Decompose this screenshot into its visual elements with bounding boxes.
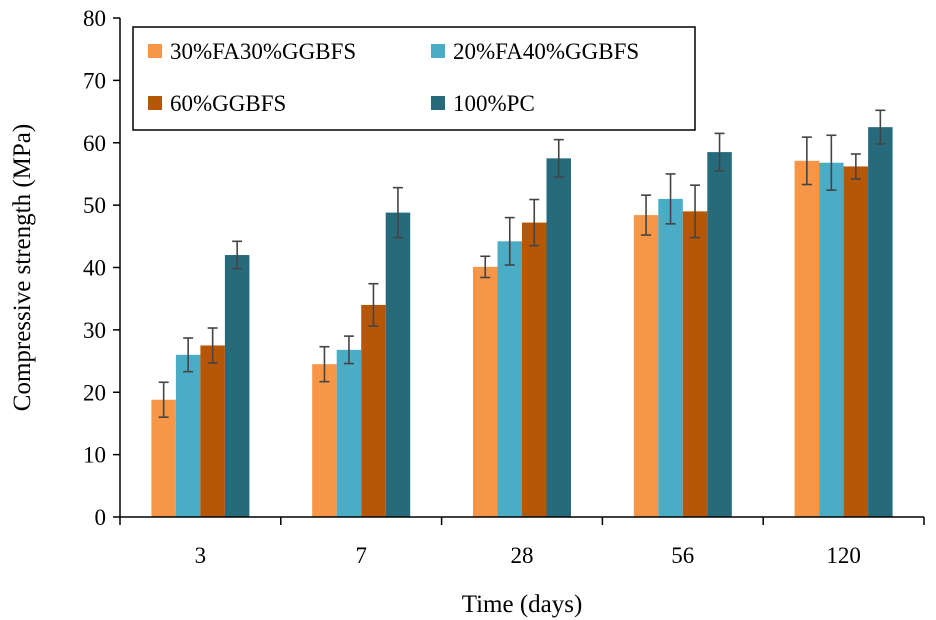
legend-label: 20%FA40%GGBFS — [453, 39, 639, 64]
x-tick-label-28: 28 — [511, 543, 534, 568]
y-tick-label-60: 60 — [83, 131, 106, 156]
error-bars-layer — [158, 109, 886, 419]
bar-100pctpc-day-3 — [224, 255, 250, 517]
bar-60pctggbfs-day-120 — [843, 166, 869, 517]
legend-item-100pctpc: 100%PC — [431, 91, 535, 116]
x-tick-label-56: 56 — [671, 543, 694, 568]
x-tick-label-3: 3 — [195, 543, 207, 568]
y-tick-label-0: 0 — [95, 505, 107, 530]
y-tick-label-70: 70 — [83, 68, 106, 93]
error-bar-20pctfa40pctggbfs-day-7 — [343, 335, 354, 365]
error-bar-60pctggbfs-day-7 — [368, 282, 379, 327]
bar-20pctfa40pctggbfs-day-3 — [175, 354, 201, 517]
legend-item-60pctggbfs: 60%GGBFS — [148, 91, 286, 116]
bar-30pctfa30pctggbfs-day-28 — [473, 266, 498, 517]
error-bar-30pctfa30pctggbfs-day-28 — [480, 255, 491, 279]
error-bar-100pctpc-day-56 — [714, 132, 725, 172]
legend-label: 60%GGBFS — [170, 91, 286, 116]
error-bar-100pctpc-day-3 — [232, 240, 243, 270]
bar-30pctfa30pctggbfs-day-120 — [794, 160, 820, 517]
error-bar-60pctggbfs-day-28 — [529, 198, 540, 247]
y-axis-title: Compressive strength (MPa) — [9, 124, 36, 411]
legend-label: 100%PC — [453, 91, 535, 116]
bar-60pctggbfs-day-3 — [200, 345, 225, 517]
y-tick-label-20: 20 — [83, 380, 106, 405]
x-axis-title: Time (days) — [462, 591, 583, 618]
legend-swatch — [148, 44, 162, 58]
error-bar-100pctpc-day-120 — [875, 109, 886, 145]
y-tick-label-80: 80 — [83, 6, 106, 31]
bar-20pctfa40pctggbfs-day-7 — [336, 349, 362, 517]
axes-layer — [113, 17, 925, 525]
bar-60pctggbfs-day-28 — [522, 222, 547, 517]
bar-30pctfa30pctggbfs-day-7 — [312, 364, 337, 517]
x-tick-label-7: 7 — [355, 543, 367, 568]
error-bar-20pctfa40pctggbfs-day-56 — [665, 173, 676, 225]
bar-20pctfa40pctggbfs-day-56 — [658, 198, 683, 517]
bar-100pctpc-day-56 — [707, 152, 732, 517]
legend-item-20pctfa40pctggbfs: 20%FA40%GGBFS — [431, 39, 639, 64]
bar-30pctfa30pctggbfs-day-56 — [633, 215, 659, 518]
error-bar-60pctggbfs-day-3 — [207, 327, 218, 364]
bar-100pctpc-day-120 — [868, 127, 893, 517]
x-tick-label-120: 120 — [826, 543, 861, 568]
error-bar-20pctfa40pctggbfs-day-120 — [826, 134, 837, 191]
y-tick-label-50: 50 — [83, 193, 106, 218]
error-bar-100pctpc-day-28 — [553, 138, 564, 178]
bar-20pctfa40pctggbfs-day-120 — [819, 162, 844, 517]
error-bar-30pctfa30pctggbfs-day-56 — [641, 194, 652, 236]
error-bar-20pctfa40pctggbfs-day-28 — [504, 216, 515, 266]
bars-layer — [151, 127, 893, 518]
tick-labels-layer: 0 10 20 30 40 50 60 70 80 3 7 28 56 120 — [83, 6, 861, 568]
legend-swatch — [431, 96, 445, 110]
error-bar-20pctfa40pctggbfs-day-3 — [183, 337, 194, 373]
legend-label: 30%FA30%GGBFS — [170, 39, 356, 64]
legend-item-30pctfa30pctggbfs: 30%FA30%GGBFS — [148, 39, 356, 64]
bar-30pctfa30pctggbfs-day-3 — [151, 399, 176, 517]
y-tick-label-30: 30 — [83, 318, 106, 343]
error-bar-30pctfa30pctggbfs-day-120 — [801, 136, 812, 186]
y-tick-label-40: 40 — [83, 256, 106, 281]
error-bar-100pctpc-day-7 — [392, 186, 403, 239]
legend: 30%FA30%GGBFS 20%FA40%GGBFS 60%GGBFS 100%PC — [132, 26, 696, 131]
error-bar-60pctggbfs-day-56 — [690, 184, 701, 239]
legend-box — [132, 26, 696, 131]
bar-60pctggbfs-day-7 — [361, 304, 386, 517]
legend-swatch — [431, 44, 445, 58]
bar-20pctfa40pctggbfs-day-28 — [497, 241, 522, 518]
bar-100pctpc-day-28 — [546, 158, 571, 517]
legend-swatch — [148, 96, 162, 110]
error-bar-60pctggbfs-day-120 — [850, 153, 861, 180]
bar-60pctggbfs-day-56 — [682, 211, 708, 518]
y-tick-label-10: 10 — [83, 443, 106, 468]
error-bar-30pctfa30pctggbfs-day-3 — [158, 381, 169, 419]
error-bar-30pctfa30pctggbfs-day-7 — [319, 345, 330, 383]
bar-100pctpc-day-7 — [385, 212, 411, 518]
